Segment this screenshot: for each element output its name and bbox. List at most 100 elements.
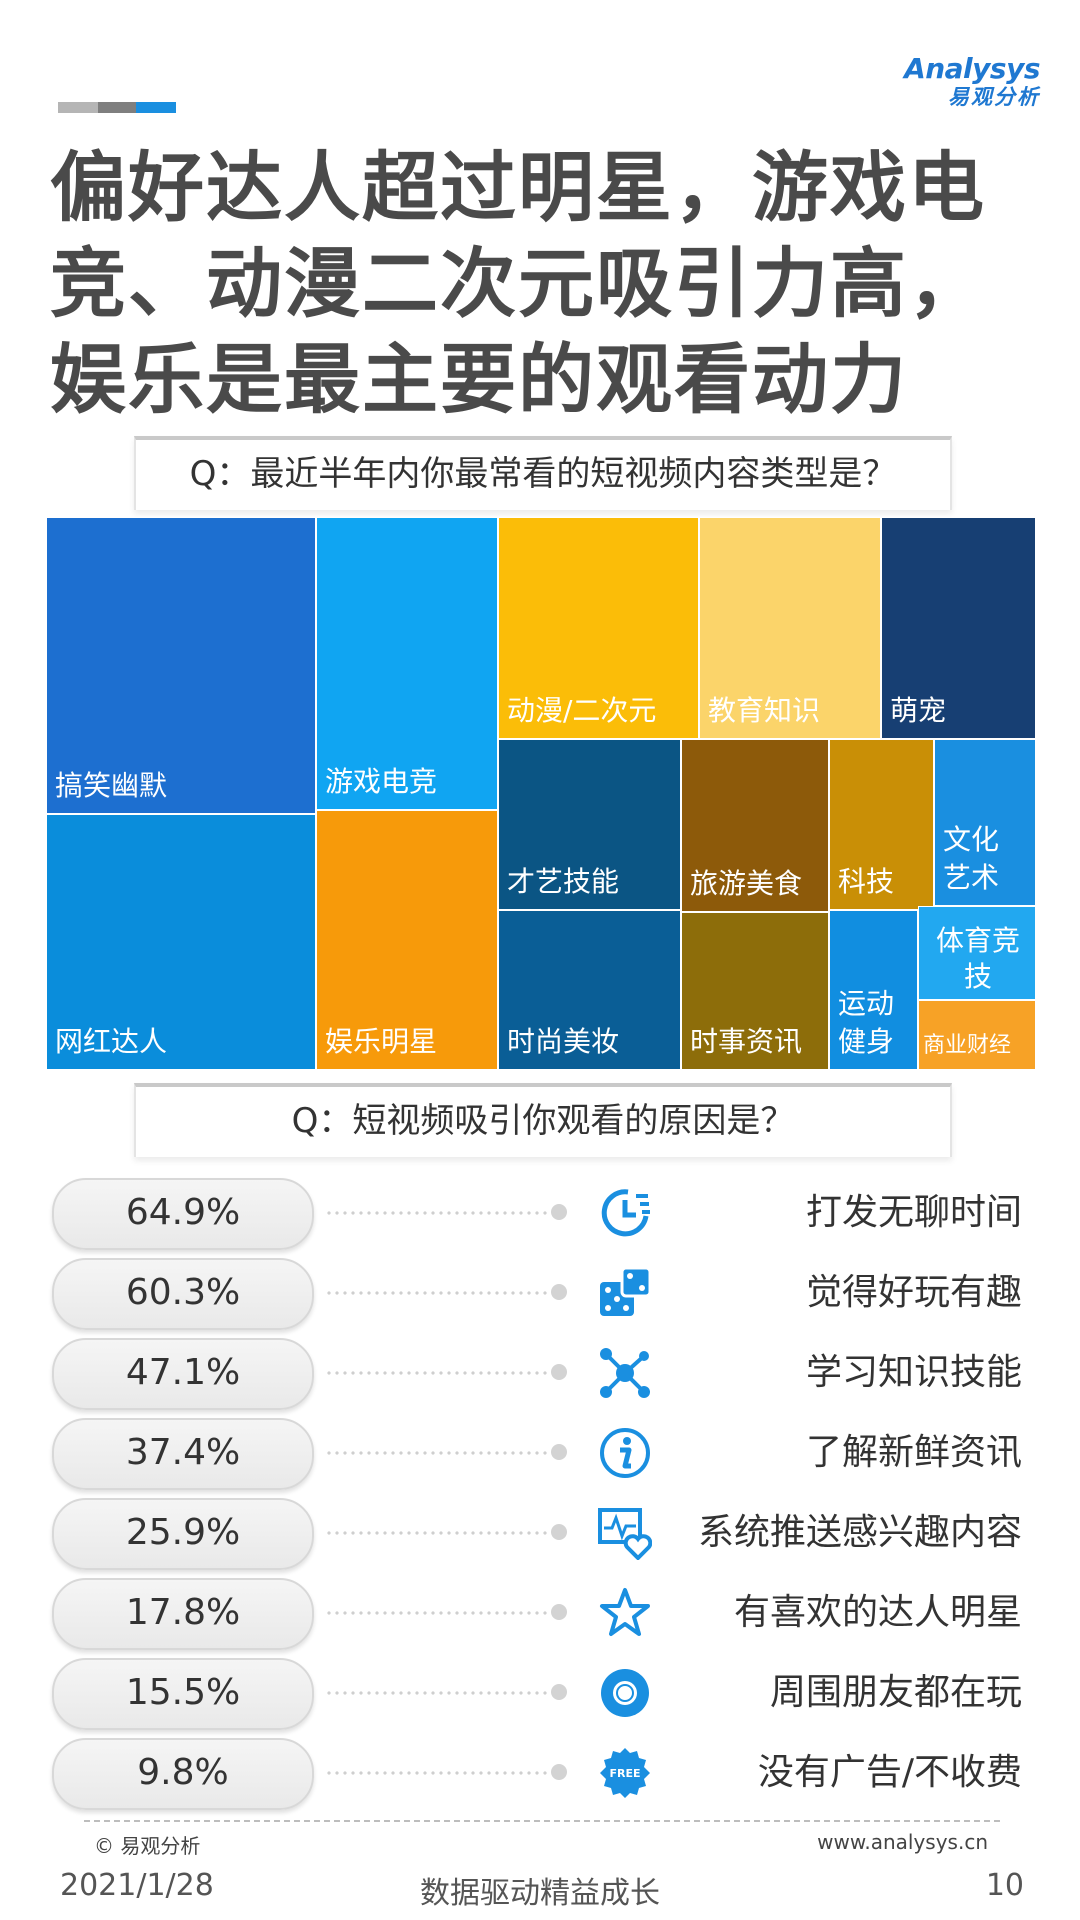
page-title: 偏好达人超过明星，游戏电 竞、动漫二次元吸引力高， 娱乐是最主要的观看动力 — [50, 140, 1040, 428]
connector-end-dot — [551, 1764, 567, 1780]
reason-label: 学习知识技能 — [805, 1352, 1022, 1393]
connector-end-dot — [551, 1684, 567, 1700]
dotted-connector — [325, 1371, 555, 1375]
reason-value-pill: 9.8% — [52, 1738, 314, 1810]
title-line-3: 娱乐是最主要的观看动力 — [50, 335, 908, 424]
reason-label: 觉得好玩有趣 — [805, 1272, 1022, 1313]
free-badge-icon: FREE — [600, 1748, 650, 1798]
dotted-connector — [325, 1531, 555, 1535]
tile-tech-label: 科技 — [838, 865, 895, 898]
footer-divider — [84, 1820, 1000, 1822]
tile-travel-food: 旅游美食 — [681, 739, 829, 912]
reason-label: 了解新鲜资讯 — [805, 1432, 1022, 1473]
page-number: 10 — [985, 1868, 1024, 1903]
tile-fitness-label: 运动健身 — [838, 987, 895, 1058]
reason-label: 周围朋友都在玩 — [769, 1672, 1022, 1713]
dice-icon — [600, 1266, 652, 1316]
reason-label: 有喜欢的达人明星 — [733, 1592, 1022, 1633]
tile-talent-label: 才艺技能 — [507, 865, 620, 898]
dotted-connector — [325, 1291, 555, 1295]
tile-talent: 才艺技能 — [498, 739, 681, 910]
analysys-logo: Analysys 易观分析 — [904, 52, 1040, 111]
reason-row: 47.1% 学习知识技能 — [0, 1338, 1080, 1410]
reason-row: 60.3% 觉得好玩有趣 — [0, 1258, 1080, 1330]
report-date: 2021/1/28 — [60, 1868, 214, 1903]
tile-education-label: 教育知识 — [708, 694, 821, 727]
tile-culture-art: 文化艺术 — [934, 739, 1036, 906]
reason-row: 25.9% 系统推送感兴趣内容 — [0, 1498, 1080, 1570]
tile-pets-label: 萌宠 — [890, 694, 947, 727]
question-2-text: Q：短视频吸引你观看的原因是？ — [291, 1101, 795, 1141]
tile-anime: 动漫/二次元 — [498, 517, 699, 739]
tile-education: 教育知识 — [699, 517, 881, 739]
tile-fashion-label: 时尚美妆 — [507, 1025, 620, 1058]
reason-label: 打发无聊时间 — [805, 1192, 1022, 1233]
reason-value-pill: 25.9% — [52, 1498, 314, 1570]
reason-value-pill: 15.5% — [52, 1658, 314, 1730]
reason-row: 15.5% 周围朋友都在玩 — [0, 1658, 1080, 1730]
tile-funny: 搞笑幽默 — [46, 517, 316, 814]
tile-pets: 萌宠 — [881, 517, 1036, 739]
connector-end-dot — [551, 1444, 567, 1460]
copyright: © 易观分析 — [94, 1834, 201, 1858]
tile-gaming-label: 游戏电竞 — [325, 765, 438, 798]
reason-value-pill: 64.9% — [52, 1178, 314, 1250]
tile-business: 商业财经 — [918, 1000, 1036, 1070]
tile-sports: 体育竞技 — [918, 906, 1036, 1000]
dotted-connector — [325, 1611, 555, 1615]
title-line-2: 竞、动漫二次元吸引力高， — [50, 239, 986, 328]
tile-travel-food-label: 旅游美食 — [690, 867, 803, 900]
tile-tech: 科技 — [829, 739, 934, 910]
slogan: 数据驱动精益成长 — [420, 1876, 660, 1911]
tile-gaming: 游戏电竞 — [316, 517, 498, 810]
connector-end-dot — [551, 1364, 567, 1380]
reason-value-pill: 47.1% — [52, 1338, 314, 1410]
reason-row: 17.8% 有喜欢的达人明星 — [0, 1578, 1080, 1650]
dotted-connector — [325, 1451, 555, 1455]
dotted-connector — [325, 1211, 555, 1215]
connector-end-dot — [551, 1604, 567, 1620]
reason-value-pill: 17.8% — [52, 1578, 314, 1650]
dotted-connector — [325, 1771, 555, 1775]
logo-chinese: 易观分析 — [948, 85, 1040, 109]
connector-end-dot — [551, 1284, 567, 1300]
tile-news-label: 时事资讯 — [690, 1025, 803, 1058]
tile-influencer-label: 网红达人 — [55, 1025, 168, 1058]
title-line-1: 偏好达人超过明星，游戏电 — [50, 143, 986, 232]
question-1-text: Q：最近半年内你最常看的短视频内容类型是？ — [189, 454, 897, 494]
header-accent-bar — [58, 102, 176, 113]
reason-row: 37.4% 了解新鲜资讯 — [0, 1418, 1080, 1490]
website-link[interactable]: www.analysys.cn — [817, 1830, 988, 1854]
content-type-treemap: 搞笑幽默 网红达人 游戏电竞 娱乐明星 动漫/二次元 教育知识 萌宠 才艺技能 … — [46, 517, 1036, 1070]
info-icon — [600, 1428, 650, 1478]
connector-end-dot — [551, 1524, 567, 1540]
tile-culture-art-label: 文化艺术 — [943, 823, 1000, 894]
reason-label: 没有广告/不收费 — [757, 1752, 1022, 1793]
reason-row: 64.9% 打发无聊时间 — [0, 1178, 1080, 1250]
question-2-box: Q：短视频吸引你观看的原因是？ — [134, 1083, 952, 1157]
tile-business-label: 商业财经 — [923, 1033, 1012, 1058]
tile-celebrity-label: 娱乐明星 — [325, 1025, 438, 1058]
tile-funny-label: 搞笑幽默 — [55, 769, 168, 802]
question-1-box: Q：最近半年内你最常看的短视频内容类型是？ — [134, 436, 952, 510]
reason-row: 9.8% FREE 没有广告/不收费 — [0, 1738, 1080, 1810]
reason-value-pill: 37.4% — [52, 1418, 314, 1490]
svg-text:FREE: FREE — [609, 1767, 640, 1780]
clock-icon — [601, 1189, 650, 1237]
tile-fitness: 运动健身 — [829, 910, 918, 1070]
logo-wordmark: Analysys — [904, 52, 1040, 85]
tile-influencer: 网红达人 — [46, 814, 316, 1070]
dotted-connector — [325, 1691, 555, 1695]
star-icon — [600, 1588, 650, 1636]
tile-news: 时事资讯 — [681, 912, 829, 1070]
tile-anime-label: 动漫/二次元 — [507, 694, 657, 727]
monitor-heart-icon — [598, 1508, 652, 1560]
ring-icon — [601, 1669, 649, 1717]
reason-value-pill: 60.3% — [52, 1258, 314, 1330]
reason-label: 系统推送感兴趣内容 — [697, 1512, 1022, 1553]
tile-celebrity: 娱乐明星 — [316, 810, 498, 1070]
tile-sports-label: 体育竞技 — [935, 924, 1020, 993]
molecule-icon — [600, 1348, 650, 1398]
tile-fashion: 时尚美妆 — [498, 910, 681, 1070]
connector-end-dot — [551, 1204, 567, 1220]
